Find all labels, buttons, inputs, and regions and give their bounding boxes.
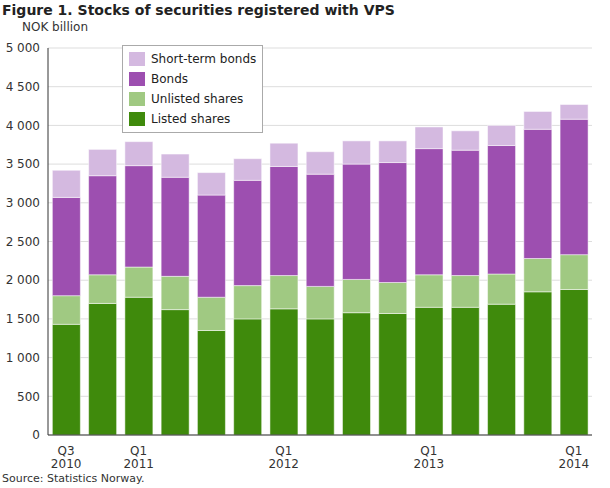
- svg-text:1 500: 1 500: [8, 312, 40, 326]
- svg-text:Q3: Q3: [58, 444, 75, 458]
- svg-text:0: 0: [32, 428, 40, 442]
- html-text:Source: Statistics Norway.: Source: Statistics Norway.: [2, 472, 145, 485]
- svg-text:1 000: 1 000: [8, 351, 40, 365]
- svg-text:500: 500: [17, 390, 40, 404]
- svg-text:2012: 2012: [268, 457, 299, 471]
- svg-text:3 000: 3 000: [8, 196, 40, 210]
- svg-text:Q1: Q1: [275, 444, 292, 458]
- svg-text:2011: 2011: [123, 457, 154, 471]
- html-text:Unlisted shares: Unlisted shares: [151, 92, 244, 106]
- html-text:Bonds: Bonds: [151, 72, 189, 86]
- svg-text:Q1: Q1: [420, 444, 437, 458]
- html-text:Listed shares: Listed shares: [151, 112, 231, 126]
- html-text:Short-term bonds: Short-term bonds: [151, 52, 257, 66]
- svg-text:4 000: 4 000: [8, 119, 40, 133]
- svg-text:Q1: Q1: [565, 444, 582, 458]
- svg-text:3 500: 3 500: [8, 157, 40, 171]
- html-text:NOK billion: NOK billion: [22, 20, 88, 34]
- svg-text:2 500: 2 500: [8, 235, 40, 249]
- svg-text:5 000: 5 000: [8, 41, 40, 55]
- svg-text:Q1: Q1: [130, 444, 147, 458]
- html-text:Figure 1. Stocks of securities: Figure 1. Stocks of securities registere…: [2, 2, 395, 18]
- svg-text:2013: 2013: [414, 457, 445, 471]
- svg-text:2010: 2010: [51, 457, 82, 471]
- svg-text:2014: 2014: [559, 457, 590, 471]
- svg-text:2 000: 2 000: [8, 273, 40, 287]
- svg-text:4 500: 4 500: [8, 80, 40, 94]
